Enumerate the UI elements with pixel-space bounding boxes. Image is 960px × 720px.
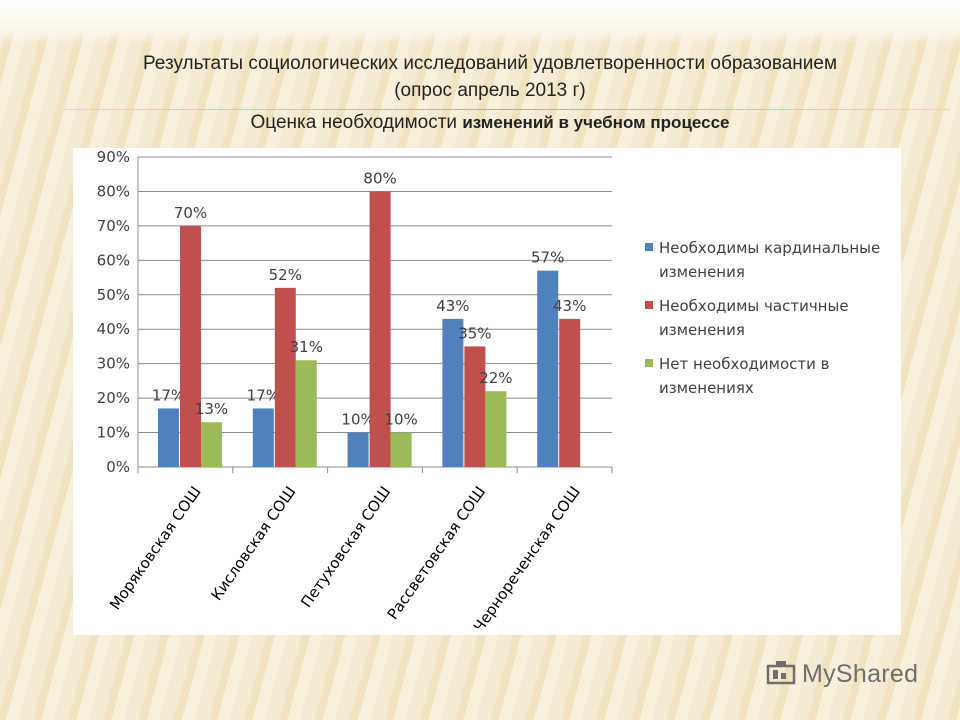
slide-title: Результаты социологических исследований … <box>0 50 960 104</box>
legend-label: Нет необходимости в изменениях <box>659 355 830 397</box>
y-tick-label: 50% <box>97 286 130 304</box>
bar <box>201 422 222 467</box>
data-label: 17% <box>247 386 280 404</box>
y-tick-label: 20% <box>97 389 130 407</box>
legend-swatch <box>645 243 653 251</box>
y-tick-label: 0% <box>106 458 130 476</box>
bar <box>485 391 507 467</box>
bar <box>347 432 369 467</box>
legend-label: Необходимы кардинальные изменения <box>659 239 881 281</box>
legend-item: Необходимы кардинальные изменения <box>645 236 895 284</box>
data-label: 52% <box>269 266 302 284</box>
data-label: 70% <box>174 204 207 222</box>
myshared-logo-icon <box>766 660 796 688</box>
data-label: 31% <box>290 338 323 356</box>
data-label: 35% <box>458 324 491 342</box>
data-label: 17% <box>152 386 185 404</box>
y-tick-label: 70% <box>97 217 130 235</box>
slide-title-line1: Результаты социологических исследований … <box>142 53 838 74</box>
watermark: MyShared <box>766 656 918 692</box>
bar <box>369 191 391 467</box>
legend-swatch <box>645 359 653 367</box>
slide-top-band <box>0 0 960 44</box>
x-category-label: Петуховская СОШ <box>297 483 394 611</box>
bar <box>390 432 412 467</box>
bar-chart: 0% 10% 20% 30% 40% 50% 60% 70% 80% 90% 17% 70% 13% Мо… <box>97 148 613 635</box>
legend-item: Нет необходимости в изменениях <box>645 352 895 400</box>
bar <box>559 318 581 467</box>
bar <box>252 408 274 467</box>
y-tick-label: 30% <box>97 355 130 373</box>
x-category-label: Кисловская СОШ <box>207 483 299 604</box>
chart-legend: Необходимы кардинальные изменения Необход… <box>645 236 895 410</box>
x-category-label: Рассветовская СОШ <box>384 483 489 623</box>
legend-label: Необходимы частичные изменения <box>659 297 849 339</box>
bar <box>464 346 486 467</box>
bar <box>295 360 317 467</box>
bar <box>180 225 201 467</box>
title-divider <box>60 109 950 110</box>
y-tick-label: 90% <box>97 148 130 166</box>
data-label: 13% <box>195 400 228 418</box>
bar <box>442 318 464 467</box>
y-tick-label: 80% <box>97 182 130 200</box>
data-label: 80% <box>363 169 396 187</box>
y-tick-label: 60% <box>97 251 130 269</box>
x-category-label: Моряковская СОШ <box>106 483 205 613</box>
watermark-text: MyShared <box>802 659 919 688</box>
data-label: 22% <box>479 369 512 387</box>
bar <box>274 287 296 467</box>
bar <box>158 408 179 467</box>
data-label: 10% <box>341 411 374 429</box>
legend-item: Необходимы частичные изменения <box>645 294 895 342</box>
data-label: 43% <box>553 297 586 315</box>
chart-panel: 0% 10% 20% 30% 40% 50% 60% 70% 80% 90% 17% 70% 13% Мо… <box>73 148 901 635</box>
slide-subtitle: Оценка необходимости изменений в учебном… <box>0 110 960 136</box>
legend-swatch <box>645 301 653 309</box>
data-label: 57% <box>531 249 564 267</box>
y-tick-label: 10% <box>97 424 130 442</box>
bar <box>537 270 559 467</box>
x-category-label: Чернореченская СОШ <box>470 483 584 635</box>
subtitle-bold: изменений в учебном процессе <box>462 113 730 132</box>
y-tick-label: 40% <box>97 320 130 338</box>
data-label: 10% <box>384 411 417 429</box>
slide-title-line2: (опрос апрель 2013 г) <box>394 80 586 101</box>
data-label: 43% <box>436 297 469 315</box>
subtitle-plain: Оценка необходимости <box>250 112 463 133</box>
